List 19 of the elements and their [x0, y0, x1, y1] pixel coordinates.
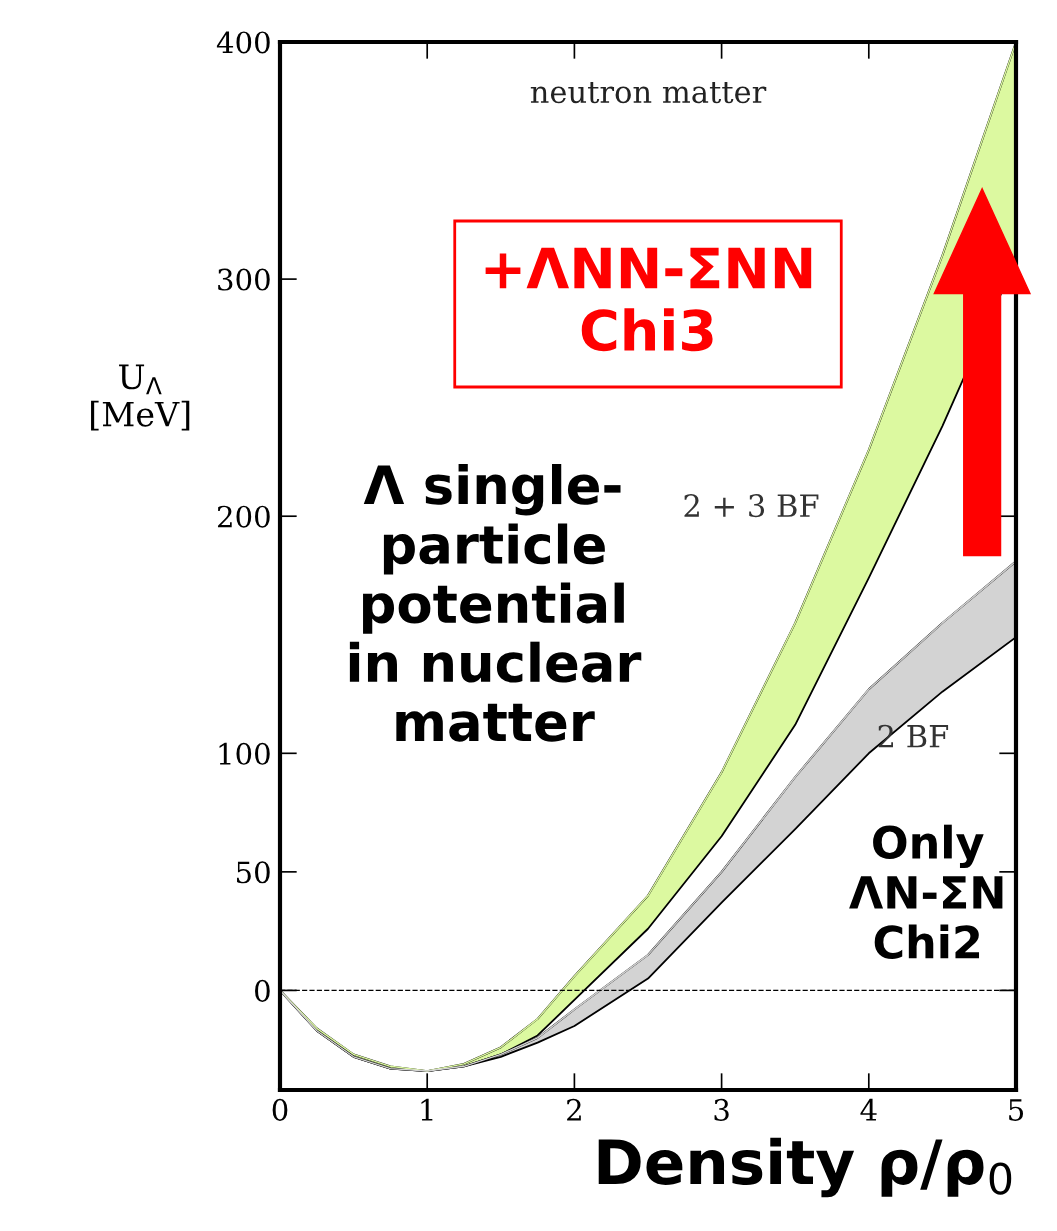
annotation: +ΛNN-ΣNN Chi3	[485, 247, 812, 352]
annotation: Only ΛN-ΣN Chi2	[849, 824, 1003, 959]
y-tick-label: 400	[216, 31, 270, 54]
series-label: 2 + 3 BF	[684, 494, 819, 518]
x-tick-label: 5	[1009, 1099, 1024, 1121]
y-tick-label: 0	[255, 979, 270, 1002]
x-tick-label: 3	[714, 1098, 729, 1121]
y-tick-label: 50	[237, 861, 270, 884]
x-tick-label: 1	[421, 1098, 433, 1121]
y-tick-label: 300	[218, 268, 270, 291]
x-tick-label: 2	[567, 1098, 581, 1121]
annotation: neutron matter	[530, 82, 767, 104]
x-tick-label: 4	[860, 1098, 877, 1121]
y-tick-label: 200	[217, 505, 270, 528]
x-tick-label: 0	[272, 1098, 288, 1121]
y-axis-title: U$_{Λ}$ [MeV]	[91, 364, 190, 431]
y-tick-label: 100	[219, 742, 270, 765]
annotation: Λ single- particle potential in nuclear matter	[349, 463, 642, 742]
x-axis-title: Density ρ/ρ$_{0}$	[598, 1137, 1012, 1198]
